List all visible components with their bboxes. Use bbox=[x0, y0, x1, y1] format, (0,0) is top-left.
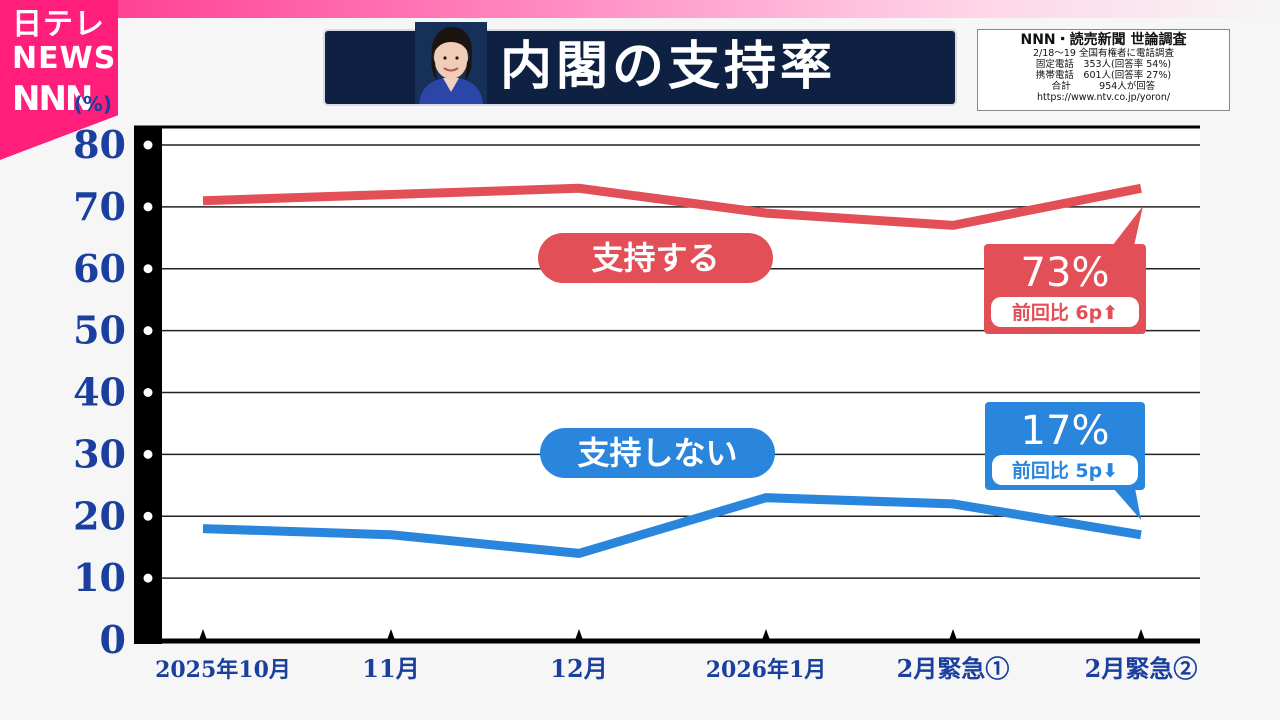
y-axis-unit: (%) bbox=[74, 92, 112, 116]
callout-pointer bbox=[1112, 206, 1143, 246]
x-tick-mark bbox=[387, 629, 395, 640]
page-title: 内閣の支持率 bbox=[500, 37, 837, 97]
callout-change-pill bbox=[991, 297, 1139, 327]
logo-line-3: NNN bbox=[12, 79, 93, 119]
x-tick-label-2: 12月 bbox=[550, 654, 607, 683]
series-label-text: 支持する bbox=[591, 239, 719, 277]
callout-change-pill bbox=[992, 455, 1138, 485]
y-tick-label-30: 30 bbox=[73, 431, 126, 476]
survey-url: https://www.ntv.co.jp/yoron/ bbox=[1036, 92, 1171, 103]
survey-info-box: NNN・読売新聞 世論調査 2/18～19 全国有権者に電話調査 固定電話 35… bbox=[977, 29, 1230, 111]
x-tick-mark bbox=[762, 629, 770, 640]
callout-approve: 73% 前回比 6p⬆ bbox=[984, 206, 1146, 334]
x-tick-label-0: 2025年10月 bbox=[155, 657, 291, 683]
y-tick-label-40: 40 bbox=[73, 370, 126, 415]
x-tick-mark bbox=[199, 629, 207, 640]
prime-minister-portrait bbox=[415, 22, 487, 104]
survey-landline: 固定電話 353人(回答率 54%) bbox=[1035, 59, 1172, 70]
y-tick-dot-50 bbox=[143, 326, 153, 336]
y-tick-dot-70 bbox=[143, 202, 153, 212]
x-tick-label-1: 11月 bbox=[362, 654, 419, 683]
callout-pointer bbox=[1113, 488, 1141, 520]
survey-dates: 2/18～19 全国有権者に電話調査 bbox=[1033, 48, 1174, 59]
survey-total: 合計 954人が回答 bbox=[1051, 81, 1156, 92]
series-label-text: 支持しない bbox=[577, 434, 737, 472]
callout-disapprove: 17% 前回比 5p⬇ bbox=[985, 402, 1145, 520]
y-tick-dot-10 bbox=[143, 573, 153, 583]
y-tick-label-10: 10 bbox=[73, 555, 126, 600]
callout-value: 73% bbox=[1021, 250, 1110, 296]
y-tick-label-50: 50 bbox=[73, 308, 126, 353]
logo-line-2: NEWS bbox=[12, 41, 117, 76]
y-tick-label-20: 20 bbox=[73, 493, 126, 538]
survey-mobile: 携帯電話 601人(回答率 27%) bbox=[1035, 70, 1172, 81]
y-tick-dot-80 bbox=[143, 140, 153, 150]
x-tick-mark bbox=[1137, 629, 1145, 640]
series-label-approve: 支持する bbox=[538, 233, 773, 283]
y-axis-band bbox=[134, 127, 162, 644]
x-tick-label-4: 2月緊急① bbox=[897, 654, 1010, 683]
y-tick-dot-20 bbox=[143, 511, 153, 521]
y-tick-label-60: 60 bbox=[73, 246, 126, 291]
callout-change-text: 前回比 5p⬇ bbox=[1012, 459, 1118, 482]
callout-value: 17% bbox=[1021, 408, 1110, 454]
x-tick-label-3: 2026年1月 bbox=[706, 657, 827, 683]
y-tick-dot-40 bbox=[143, 388, 153, 397]
survey-title: NNN・読売新聞 世論調査 bbox=[1020, 32, 1187, 48]
x-tick-mark bbox=[575, 629, 583, 640]
callout-change-text: 前回比 6p⬆ bbox=[1012, 301, 1118, 324]
series-label-disapprove: 支持しない bbox=[540, 428, 775, 478]
top-gradient-band bbox=[0, 0, 1280, 18]
y-tick-label-70: 70 bbox=[73, 184, 126, 229]
x-tick-mark bbox=[949, 629, 957, 640]
series-line-disapprove bbox=[202, 493, 1142, 558]
y-tick-dot-30 bbox=[143, 449, 153, 459]
y-tick-dot-60 bbox=[143, 264, 153, 274]
series-line-approve bbox=[202, 183, 1142, 230]
logo-line-1: 日テレ bbox=[12, 7, 105, 42]
series-label-pill bbox=[540, 428, 775, 478]
x-tick-label-5: 2月緊急② bbox=[1085, 654, 1198, 683]
series-label-pill bbox=[538, 233, 773, 283]
y-tick-label-80: 80 bbox=[73, 122, 126, 167]
y-tick-label-0: 0 bbox=[100, 617, 126, 662]
